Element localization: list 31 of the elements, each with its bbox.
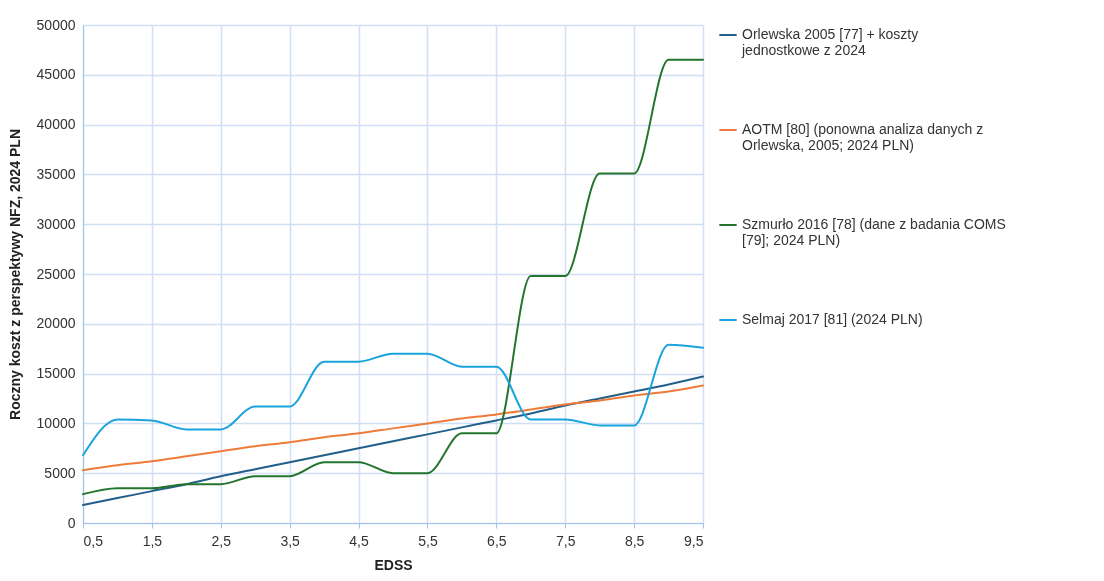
x-tick-label: 8,5 [624,532,645,549]
legend-label: Selmaj 2017 [81] (2024 PLN) [742,311,923,327]
x-tick-label: 0,5 [83,532,104,549]
y-tick-label: 20000 [36,315,76,332]
x-tick-label: 6,5 [487,532,507,549]
y-tick-label: 5000 [44,464,76,481]
line-series [82,375,704,507]
line-series [82,58,704,496]
line-series [82,384,704,472]
x-tick-label: 9,5 [684,532,704,549]
line-series [82,343,704,457]
x-tick-label: 3,5 [280,532,301,549]
legend-label: Szmurło 2016 [78] (dane z badania COMS [79]; 2024 PLN) [742,216,1006,248]
y-tick-label: 10000 [36,414,76,431]
legend-label: AOTM [80] (ponowna analiza danych z Orlewska, 2005; 2024 PLN) [742,121,984,153]
y-tick-label: 0 [67,514,76,531]
y-tick-label: 15000 [36,365,76,382]
x-tick-label: 1,5 [142,532,163,549]
x-tick-label: 2,5 [211,532,232,549]
y-tick-label: 40000 [36,116,76,133]
y-tick-label: 25000 [36,265,76,282]
x-tick-label: 4,5 [349,532,369,549]
legend-label: Orlewska 2005 [77] + koszty jednostkowe z 2024 [741,26,919,58]
x-tick-label: 7,5 [555,532,576,549]
y-tick-label: 30000 [36,215,76,232]
y-axis-title: Roczny koszt z perspektywy NFZ, 2024 PLN [6,129,23,420]
x-axis-title: EDSS [374,556,413,573]
y-tick-label: 45000 [36,66,76,83]
y-tick-label: 35000 [36,165,76,182]
y-tick-label: 50000 [36,16,76,33]
x-tick-label: 5,5 [418,532,438,549]
